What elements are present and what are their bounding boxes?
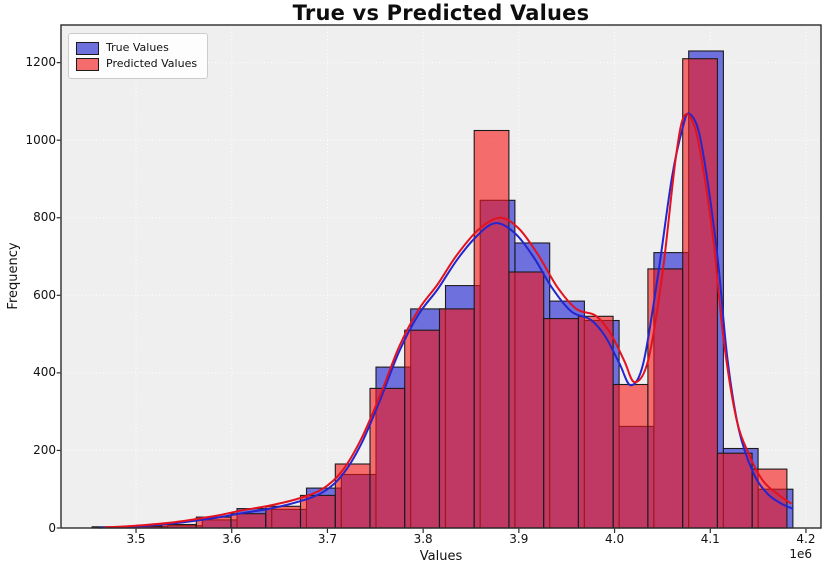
hist-bar-pred xyxy=(682,58,718,529)
x-tick-label: 3.8 xyxy=(413,532,433,546)
hist-bar-pred xyxy=(543,318,579,529)
hist-bar-pred xyxy=(438,308,475,529)
legend-label-true: True Values xyxy=(106,41,169,54)
hist-bar-pred xyxy=(751,468,788,529)
y-tick-label: 200 xyxy=(33,442,56,457)
kde-curve-pred xyxy=(104,113,792,529)
hist-bar-pred xyxy=(404,329,440,529)
legend-label-pred: Predicted Values xyxy=(106,57,198,70)
legend-item-true: True Values xyxy=(76,41,197,55)
true-values-swatch-icon xyxy=(76,41,99,55)
hist-bar-pred xyxy=(577,315,614,529)
y-tick-label: 600 xyxy=(33,287,56,302)
axis-spine xyxy=(60,24,822,529)
hist-bar-pred xyxy=(265,505,302,529)
predicted-values-swatch-icon xyxy=(76,57,99,71)
page-title: True vs Predicted Values xyxy=(292,1,590,25)
kde-curve-true xyxy=(98,112,794,529)
y-axis-label: Frequency xyxy=(6,242,21,310)
x-axis-label: Values xyxy=(419,549,463,564)
y-tick-label: 1000 xyxy=(25,132,56,147)
hist-bar-pred xyxy=(230,513,267,529)
y-tick-label: 1200 xyxy=(25,55,56,70)
legend: True Values Predicted Values xyxy=(68,33,209,79)
x-tick-label: 3.9 xyxy=(509,532,529,546)
legend-item-pred: Predicted Values xyxy=(76,57,197,71)
hist-bar-pred xyxy=(612,383,649,529)
x-tick-label: 3.5 xyxy=(126,532,146,546)
y-tick-label: 800 xyxy=(33,210,56,225)
y-tick-label: 400 xyxy=(33,365,56,380)
x-tick-label: 3.6 xyxy=(222,532,242,546)
hist-bar-pred xyxy=(716,452,753,529)
x-tick-label: 4.2 xyxy=(796,532,816,546)
y-tick-label: 0 xyxy=(48,520,56,535)
x-tick-label: 4.0 xyxy=(605,532,625,546)
hist-bar-pred xyxy=(473,129,510,529)
x-axis-offset-label: 1e6 xyxy=(789,547,812,561)
x-tick-label: 4.1 xyxy=(700,532,720,546)
hist-bar-pred xyxy=(508,271,545,529)
x-tick-label: 3.7 xyxy=(317,532,337,546)
